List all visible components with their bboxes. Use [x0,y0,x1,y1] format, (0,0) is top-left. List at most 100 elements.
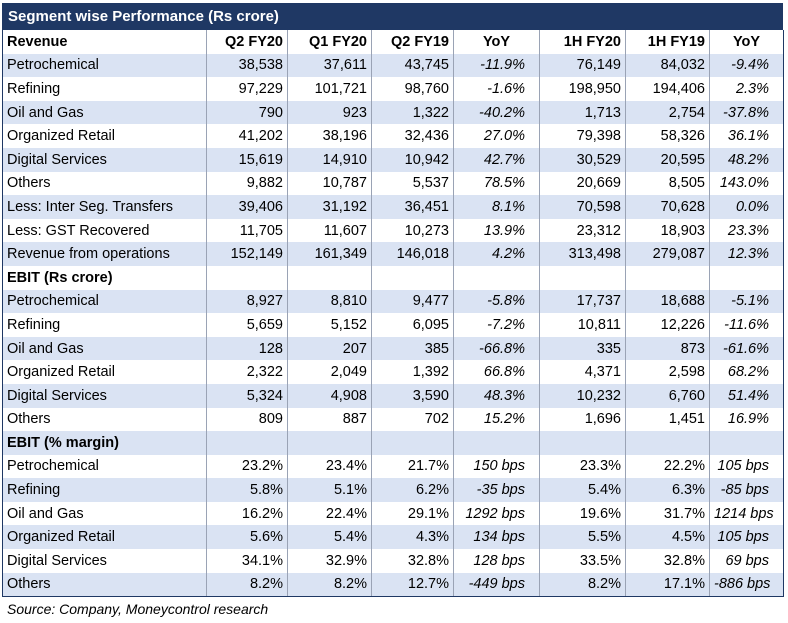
yoy-cell: -37.8% [709,100,784,125]
value-cell: 41,202 [206,124,288,148]
value-cell: 4,371 [539,360,626,384]
value-cell: 6,095 [371,313,454,337]
value-cell: 335 [539,336,626,361]
row-label: Organized Retail [2,525,207,550]
table-row: Less: GST Recovered 11,705 11,607 10,273 13.… [2,218,784,243]
value-cell: 1,392 [371,360,454,384]
value-cell: 10,273 [371,218,454,243]
value-cell: 23.3% [539,454,626,479]
value-cell: 790 [206,100,288,125]
value-cell: 38,196 [287,124,372,148]
value-cell: 58,326 [625,124,710,148]
value-cell: 5.8% [206,478,288,502]
yoy-cell: 128 bps [453,549,540,573]
empty-cell [625,431,710,455]
table-row: Less: Inter Seg. Transfers 39,406 31,192 36… [2,195,784,219]
row-label: Others [2,407,207,432]
table-title: Segment wise Performance (Rs crore) [2,3,783,30]
yoy-cell: -886 bps [709,572,784,598]
value-cell: 5,659 [206,313,288,337]
table-row: Petrochemical 38,538 37,611 43,745 -11.9% 76,… [2,53,784,78]
value-cell: 8.2% [539,572,626,598]
value-cell: 23,312 [539,218,626,243]
value-cell: 38,538 [206,53,288,78]
value-cell: 17.1% [625,572,710,598]
value-cell: 194,406 [625,77,710,101]
empty-cell [453,431,540,455]
empty-cell [453,265,540,290]
empty-cell [371,265,454,290]
row-label: Organized Retail [2,124,207,148]
yoy-cell: 16.9% [709,407,784,432]
value-cell: 32.9% [287,549,372,573]
value-cell: 809 [206,407,288,432]
row-label: Refining [2,478,207,502]
ebit-section-header: EBIT (Rs crore) [2,265,784,290]
table-row: Organized Retail 5.6% 5.4% 4.3% 134 bps 5.5% 4… [2,525,784,550]
value-cell: 23.2% [206,454,288,479]
row-label: Revenue from operations [2,242,207,266]
value-cell: 6,760 [625,383,710,408]
value-cell: 76,149 [539,53,626,78]
value-cell: 20,669 [539,171,626,196]
yoy-cell: 12.3% [709,242,784,266]
value-cell: 128 [206,336,288,361]
value-cell: 3,590 [371,383,454,408]
yoy-cell: 150 bps [453,454,540,479]
value-cell: 6.2% [371,478,454,502]
value-cell: 70,628 [625,195,710,219]
row-label: Petrochemical [2,454,207,479]
value-cell: 198,950 [539,77,626,101]
value-cell: 11,705 [206,218,288,243]
segment-table: Revenue Q2 FY20 Q1 FY20 Q2 FY19 YoY 1H FY20 1H… [2,30,784,598]
row-label: Digital Services [2,549,207,573]
value-cell: 279,087 [625,242,710,266]
table-row: Oil and Gas 790 923 1,322 -40.2% 1,713 2,754 -3… [2,100,784,125]
section-title: EBIT (% margin) [2,431,207,455]
column-header: YoY [453,30,540,54]
yoy-cell: 66.8% [453,360,540,384]
row-label: Less: Inter Seg. Transfers [2,195,207,219]
yoy-cell: -66.8% [453,336,540,361]
value-cell: 12,226 [625,313,710,337]
row-label: Others [2,572,207,598]
value-cell: 97,229 [206,77,288,101]
yoy-cell: 15.2% [453,407,540,432]
row-label: Refining [2,313,207,337]
value-cell: 22.2% [625,454,710,479]
value-cell: 31,192 [287,195,372,219]
table-row: Organized Retail 41,202 38,196 32,436 27.0% 7… [2,124,784,148]
value-cell: 21.7% [371,454,454,479]
table-row: Oil and Gas 128 207 385 -66.8% 335 873 -61.6% [2,336,784,361]
table-row: Others 9,882 10,787 5,537 78.5% 20,669 8,505 14… [2,171,784,196]
yoy-cell: -61.6% [709,336,784,361]
table-row: Organized Retail 2,322 2,049 1,392 66.8% 4,37… [2,360,784,384]
yoy-cell: 8.1% [453,195,540,219]
yoy-cell: -5.8% [453,289,540,314]
table-row: Others 809 887 702 15.2% 1,696 1,451 16.9% [2,407,784,432]
value-cell: 385 [371,336,454,361]
row-label: Organized Retail [2,360,207,384]
empty-cell [539,265,626,290]
value-cell: 5.4% [539,478,626,502]
value-cell: 5,324 [206,383,288,408]
segment-performance-panel: Segment wise Performance (Rs crore) Reve… [2,3,784,617]
table-row: Oil and Gas 16.2% 22.4% 29.1% 1292 bps 19.6% 3… [2,501,784,526]
value-cell: 39,406 [206,195,288,219]
empty-cell [287,265,372,290]
value-cell: 1,451 [625,407,710,432]
yoy-cell: 1292 bps [453,501,540,526]
yoy-cell: 48.2% [709,147,784,172]
value-cell: 313,498 [539,242,626,266]
value-cell: 37,611 [287,53,372,78]
value-cell: 4,908 [287,383,372,408]
value-cell: 17,737 [539,289,626,314]
empty-cell [371,431,454,455]
column-header: Q1 FY20 [287,30,372,54]
value-cell: 101,721 [287,77,372,101]
row-label: Digital Services [2,147,207,172]
yoy-cell: 105 bps [709,525,784,550]
value-cell: 30,529 [539,147,626,172]
value-cell: 887 [287,407,372,432]
yoy-cell: -7.2% [453,313,540,337]
